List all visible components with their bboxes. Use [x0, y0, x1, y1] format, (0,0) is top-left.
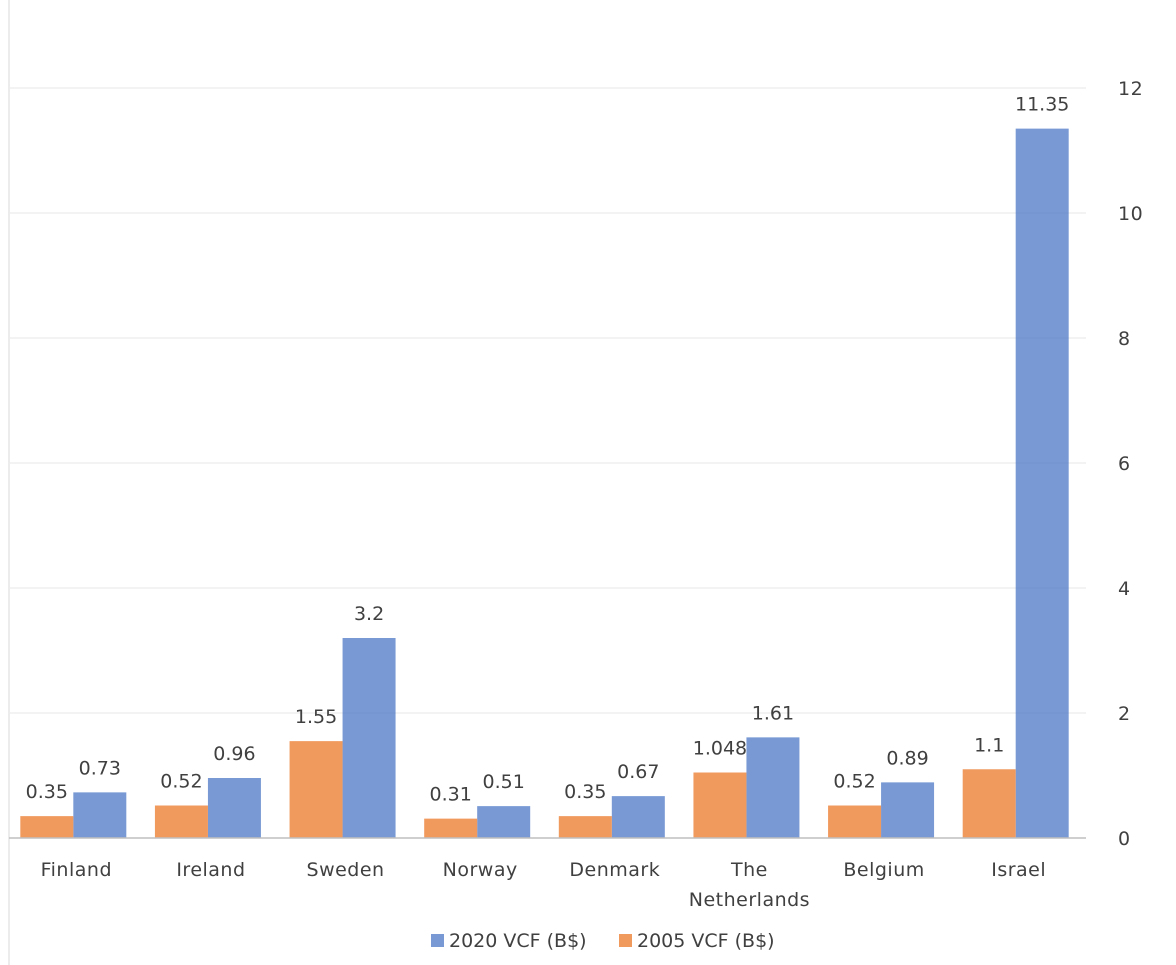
- legend-swatch: [619, 934, 632, 947]
- bar-2005-belgium: [828, 805, 882, 838]
- bars: [20, 128, 1069, 838]
- x-tick-label: Israel: [991, 859, 1046, 881]
- data-label-2020: 3.2: [354, 603, 384, 625]
- data-label-2005: 1.55: [295, 706, 337, 728]
- bar-2020-finland: [73, 792, 127, 838]
- data-label-2020: 0.51: [483, 771, 525, 793]
- bar-2005-norway: [424, 818, 478, 838]
- bar-2020-sweden: [342, 638, 396, 838]
- bar-2005-ireland: [154, 805, 208, 838]
- data-label-2005: 0.35: [564, 781, 606, 803]
- data-label-2020: 0.73: [79, 757, 121, 779]
- bar-2020-norway: [477, 806, 531, 838]
- y-tick-label: 4: [1118, 578, 1131, 600]
- data-label-2005: 1.1: [974, 734, 1004, 756]
- bar-2005-sweden: [289, 741, 343, 838]
- legend-label: 2005 VCF (B$): [637, 930, 775, 952]
- x-tick-label: Denmark: [569, 859, 660, 881]
- data-label-2020: 0.89: [886, 747, 928, 769]
- y-axis-ticks: 0 2 4 6 8 10 12: [1118, 78, 1143, 850]
- x-tick-label: Belgium: [843, 859, 924, 881]
- y-tick-label: 0: [1118, 828, 1131, 850]
- x-axis-ticks: Finland Ireland Sweden Norway Denmark The Neth…: [41, 859, 1046, 911]
- bar-2005-finland: [20, 816, 74, 838]
- y-tick-label: 6: [1118, 453, 1131, 475]
- data-label-2020: 0.67: [617, 761, 659, 783]
- bar-2020-denmark: [611, 796, 665, 838]
- bar-2005-israel: [962, 769, 1016, 838]
- data-label-2005: 1.048: [693, 738, 747, 760]
- legend-swatch: [431, 934, 444, 947]
- x-tick-label: Sweden: [307, 859, 385, 881]
- x-tick-label: Norway: [443, 859, 518, 881]
- y-tick-label: 10: [1118, 203, 1143, 225]
- data-label-2020: 0.96: [213, 743, 255, 765]
- data-labels: 0.73 0.96 3.2 0.51 0.67 1.61 0.89 11.35 0.35 0.52…: [26, 94, 1070, 806]
- legend-label: 2020 VCF (B$): [449, 930, 587, 952]
- bar-2005-denmark: [558, 816, 612, 838]
- y-tick-label: 2: [1118, 703, 1131, 725]
- bar-2020-ireland: [207, 778, 261, 838]
- data-label-2005: 0.35: [26, 781, 68, 803]
- bar-2005-the-netherlands: [693, 772, 747, 838]
- y-tick-label: 12: [1118, 78, 1143, 100]
- bar-2020-belgium: [881, 782, 935, 838]
- data-label-2005: 0.52: [833, 771, 875, 793]
- bar-2020-the-netherlands: [746, 737, 800, 838]
- y-tick-label: 8: [1118, 328, 1131, 350]
- x-tick-label: Ireland: [176, 859, 245, 881]
- x-tick-label: The: [730, 859, 768, 881]
- x-tick-label: Netherlands: [689, 889, 810, 911]
- data-label-2020: 11.35: [1015, 94, 1069, 116]
- bar-2020-israel: [1015, 128, 1069, 838]
- x-tick-label: Finland: [41, 859, 112, 881]
- gridlines: [9, 87, 1086, 714]
- legend: 2020 VCF (B$) 2005 VCF (B$): [431, 930, 775, 952]
- data-label-2005: 0.31: [430, 784, 472, 806]
- data-label-2020: 1.61: [752, 702, 794, 724]
- data-label-2005: 0.52: [160, 771, 202, 793]
